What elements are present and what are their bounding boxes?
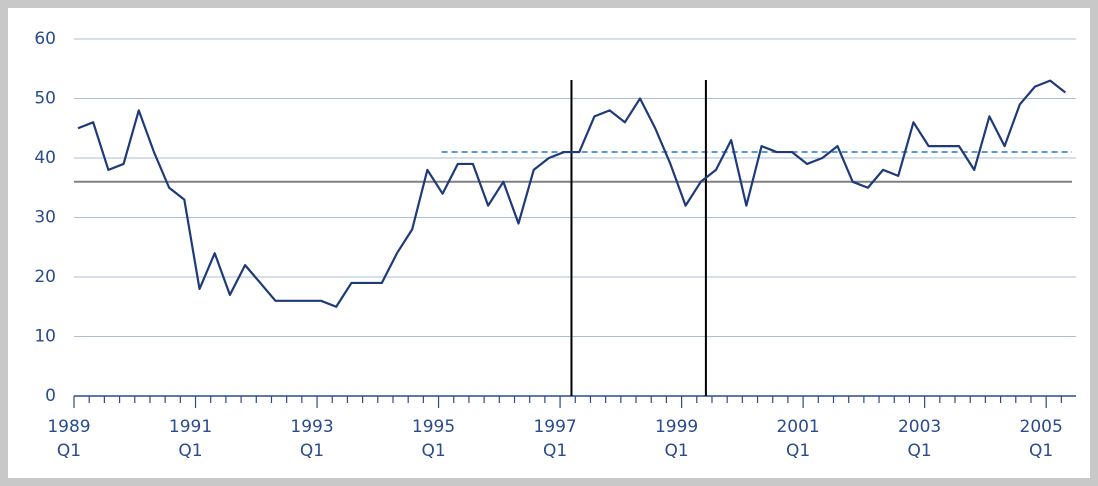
x-tick-label: 2001 Q1 (776, 417, 820, 461)
x-tick-label: 2005 Q1 (1019, 417, 1063, 461)
x-tick-label: 2003 Q1 (897, 417, 942, 461)
x-tick-label: 1993 Q1 (290, 417, 334, 461)
y-tick-label: 50 (34, 89, 56, 109)
x-tick-label: 1989 Q1 (47, 417, 91, 461)
y-tick-label: 0 (45, 386, 56, 406)
x-tick-label: 1991 Q1 (168, 417, 213, 461)
y-tick-label: 30 (34, 208, 56, 228)
x-tick-label: 1999 Q1 (654, 417, 699, 461)
x-tick-label: 1997 Q1 (533, 417, 577, 461)
y-tick-label: 20 (34, 267, 56, 287)
x-tick-label: 1995 Q1 (411, 417, 456, 461)
y-tick-label: 60 (34, 29, 56, 49)
data-line (77, 79, 1067, 308)
y-tick-label: 40 (34, 148, 56, 168)
y-tick-label: 10 (34, 327, 56, 347)
